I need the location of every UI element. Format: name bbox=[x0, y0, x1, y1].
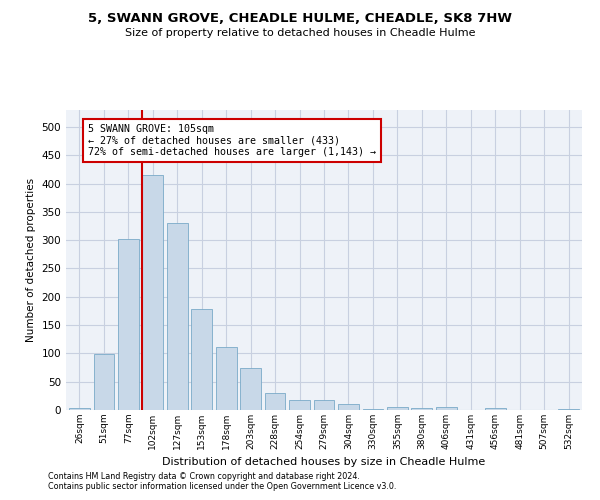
Bar bbox=[412, 408, 432, 410]
X-axis label: Distribution of detached houses by size in Cheadle Hulme: Distribution of detached houses by size … bbox=[163, 458, 485, 468]
Text: 5 SWANN GROVE: 105sqm
← 27% of detached houses are smaller (433)
72% of semi-det: 5 SWANN GROVE: 105sqm ← 27% of detached … bbox=[88, 124, 376, 158]
Bar bbox=[94, 354, 114, 410]
Bar bbox=[436, 406, 457, 410]
Bar bbox=[69, 408, 90, 410]
Bar bbox=[558, 409, 579, 410]
Bar bbox=[167, 223, 188, 410]
Text: Contains HM Land Registry data © Crown copyright and database right 2024.: Contains HM Land Registry data © Crown c… bbox=[48, 472, 360, 481]
Bar bbox=[240, 368, 261, 410]
Bar bbox=[289, 400, 310, 410]
Bar bbox=[314, 400, 334, 410]
Bar bbox=[485, 408, 506, 410]
Text: 5, SWANN GROVE, CHEADLE HULME, CHEADLE, SK8 7HW: 5, SWANN GROVE, CHEADLE HULME, CHEADLE, … bbox=[88, 12, 512, 26]
Y-axis label: Number of detached properties: Number of detached properties bbox=[26, 178, 36, 342]
Bar bbox=[191, 309, 212, 410]
Text: Size of property relative to detached houses in Cheadle Hulme: Size of property relative to detached ho… bbox=[125, 28, 475, 38]
Bar bbox=[118, 239, 139, 410]
Text: Contains public sector information licensed under the Open Government Licence v3: Contains public sector information licen… bbox=[48, 482, 397, 491]
Bar bbox=[265, 393, 286, 410]
Bar bbox=[338, 404, 359, 410]
Bar bbox=[142, 175, 163, 410]
Bar bbox=[387, 407, 408, 410]
Bar bbox=[216, 346, 236, 410]
